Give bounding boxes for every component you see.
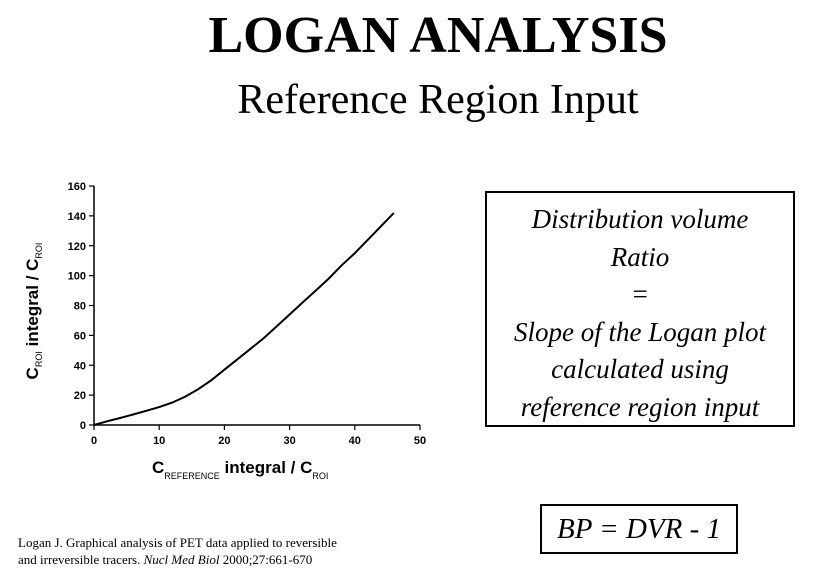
citation-line-1: Logan J. Graphical analysis of PET data … — [18, 535, 337, 550]
dvr-line-1: Distribution volume — [531, 204, 749, 234]
y-tick-label: 120 — [68, 241, 86, 253]
chart-axes — [93, 186, 420, 426]
y-axis-label: CROI integral / CROI — [23, 243, 44, 380]
journal-name: Nucl Med Biol — [143, 552, 220, 567]
dvr-definition-box: Distribution volume Ratio = Slope of the… — [485, 191, 795, 427]
citation-ref: 2000;27:661-670 — [219, 552, 313, 567]
x-axis-label: CREFERENCE integral / CROI — [152, 458, 328, 481]
dvr-line-5: calculated using — [551, 354, 729, 384]
y-tick-label: 20 — [74, 390, 86, 402]
bp-formula-box: BP = DVR - 1 — [540, 504, 738, 554]
x-tick-label: 10 — [153, 435, 165, 447]
dvr-line-4: Slope of the Logan plot — [514, 316, 766, 347]
citation-line-2: and irreversible tracers. Nucl Med Biol … — [18, 551, 438, 568]
x-tick-label: 50 — [414, 435, 426, 447]
x-tick-label: 0 — [91, 435, 97, 447]
page-subtitle: Reference Region Input — [237, 77, 639, 123]
y-tick-label: 40 — [74, 360, 86, 372]
citation-text: and irreversible tracers. — [18, 552, 144, 567]
series-line — [93, 212, 395, 426]
citation: Logan J. Graphical analysis of PET data … — [18, 534, 438, 568]
y-tick-label: 60 — [74, 330, 86, 342]
y-tick-label: 80 — [74, 301, 86, 313]
dvr-line-6: reference region input — [520, 391, 760, 422]
x-tick-label: 20 — [218, 435, 230, 447]
y-tick-label: 160 — [68, 181, 86, 193]
x-tick-label: 30 — [283, 435, 295, 447]
y-tick-label: 100 — [68, 271, 86, 283]
y-tick-label: 0 — [80, 420, 86, 432]
page-title: LOGAN ANALYSIS — [208, 7, 668, 64]
y-tick-label: 140 — [68, 211, 86, 223]
dvr-line-2: Ratio — [610, 241, 670, 272]
x-tick-label: 40 — [349, 435, 361, 447]
dvr-line-3: = — [630, 279, 650, 309]
chart-ticks: 0 20 40 60 80 100 120 140 160 0 10 20 30 40 50 — [68, 181, 426, 447]
